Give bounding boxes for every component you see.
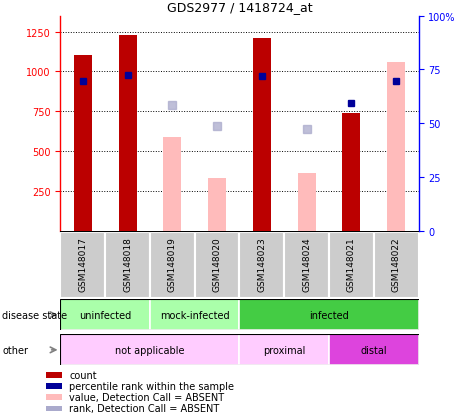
Text: GSM148024: GSM148024 <box>302 237 311 291</box>
Bar <box>150 299 239 330</box>
Bar <box>38 231 396 299</box>
Text: count: count <box>69 370 97 380</box>
Bar <box>60 335 239 366</box>
Bar <box>208 179 226 231</box>
FancyBboxPatch shape <box>329 232 374 299</box>
FancyBboxPatch shape <box>239 232 284 299</box>
FancyBboxPatch shape <box>195 232 239 299</box>
Bar <box>387 63 405 231</box>
Bar <box>46 406 62 411</box>
Text: uninfected: uninfected <box>79 310 131 320</box>
Bar <box>119 36 137 231</box>
Bar <box>342 114 360 231</box>
Bar <box>298 174 316 231</box>
Text: GSM148023: GSM148023 <box>257 237 266 291</box>
Text: GSM148020: GSM148020 <box>213 237 222 291</box>
FancyBboxPatch shape <box>60 232 105 299</box>
Text: proximal: proximal <box>263 345 306 355</box>
Text: mock-infected: mock-infected <box>160 310 230 320</box>
Bar <box>163 138 181 231</box>
Bar <box>253 39 271 231</box>
Text: other: other <box>2 345 28 355</box>
Text: GSM148022: GSM148022 <box>392 237 401 291</box>
Bar <box>239 335 329 366</box>
Text: disease state: disease state <box>2 310 67 320</box>
Text: GSM148017: GSM148017 <box>78 237 87 291</box>
Text: GSM148018: GSM148018 <box>123 237 132 291</box>
Text: GSM148021: GSM148021 <box>347 237 356 291</box>
Text: distal: distal <box>360 345 387 355</box>
Text: infected: infected <box>309 310 349 320</box>
Bar <box>329 335 418 366</box>
Bar <box>60 335 418 366</box>
Title: GDS2977 / 1418724_at: GDS2977 / 1418724_at <box>166 1 312 14</box>
FancyBboxPatch shape <box>374 232 418 299</box>
Bar <box>46 372 62 378</box>
Bar <box>239 299 418 330</box>
Bar <box>46 394 62 400</box>
Text: value, Detection Call = ABSENT: value, Detection Call = ABSENT <box>69 392 225 402</box>
Text: not applicable: not applicable <box>115 345 185 355</box>
Text: GSM148019: GSM148019 <box>168 237 177 291</box>
FancyBboxPatch shape <box>150 232 195 299</box>
FancyBboxPatch shape <box>105 232 150 299</box>
Bar <box>60 299 150 330</box>
Bar <box>46 383 62 389</box>
FancyBboxPatch shape <box>284 232 329 299</box>
Bar <box>74 56 92 231</box>
Text: rank, Detection Call = ABSENT: rank, Detection Call = ABSENT <box>69 404 219 413</box>
Bar <box>60 299 418 330</box>
Text: percentile rank within the sample: percentile rank within the sample <box>69 381 234 391</box>
